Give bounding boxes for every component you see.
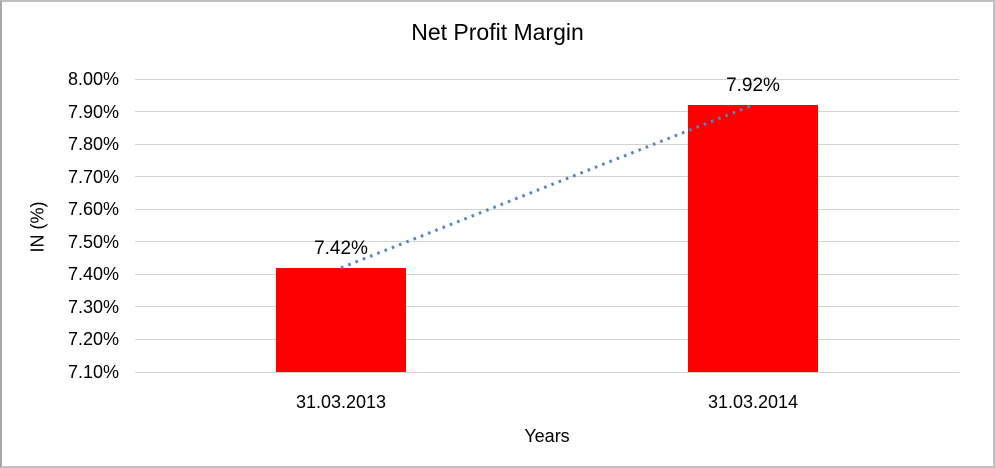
gridline [135,306,959,308]
plot-area: 7.42% 7.92% 31.03.2013 31.03.2014 [135,75,959,412]
gridline [135,111,959,113]
data-label: 7.92% [726,75,780,97]
gridline [135,78,959,80]
x-tick-label: 31.03.2013 [295,392,387,412]
gridline [135,143,959,145]
gridline [135,273,959,275]
y-tick-label: 7.30% [67,296,119,317]
y-tick-label: 7.40% [67,264,119,285]
y-tick-label: 7.70% [67,166,119,187]
y-tick-label: 7.80% [67,134,119,155]
y-tick-label: 7.90% [67,101,119,122]
y-axis-tick-labels: 8.00% 7.90% 7.80% 7.70% 7.60% 7.50% 7.40% 7.30%… [2,69,119,382]
y-tick-label: 7.60% [67,199,119,220]
gridline [135,338,959,340]
y-tick-label: 7.50% [67,231,119,252]
x-tick-label: 31.03.2014 [707,392,799,412]
y-tick-label: 7.20% [67,329,119,350]
data-label: 7.42% [314,237,368,259]
chart-title: Net Profit Margin [411,19,584,45]
gridline [135,208,959,210]
trendline [340,103,754,270]
bar-31.03.2013 [276,267,406,372]
x-axis-title: Years [524,426,570,446]
gridline [135,176,959,178]
gridline [135,371,959,373]
y-tick-label: 7.10% [67,362,119,382]
gridline [135,241,959,243]
bar-31.03.2014 [688,105,818,372]
y-tick-label: 8.00% [67,69,119,89]
